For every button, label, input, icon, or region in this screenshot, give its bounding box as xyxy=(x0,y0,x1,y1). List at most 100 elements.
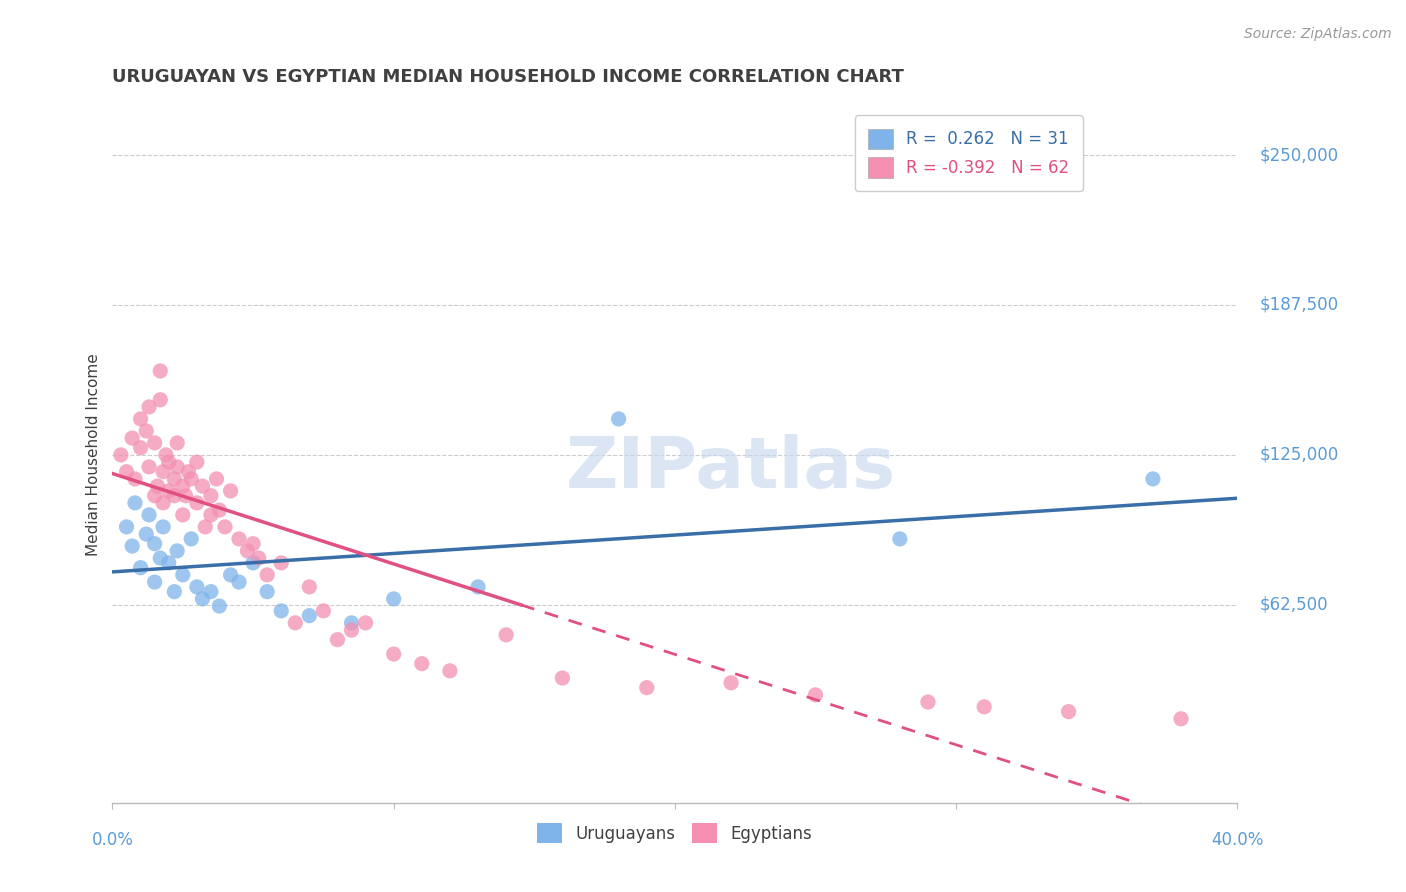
Point xyxy=(121,431,143,445)
Point xyxy=(172,508,194,522)
Point xyxy=(889,532,911,546)
Point xyxy=(155,448,177,462)
Point xyxy=(326,632,349,647)
Point xyxy=(219,567,242,582)
Point xyxy=(163,489,186,503)
Point xyxy=(256,584,278,599)
Point xyxy=(256,567,278,582)
Point xyxy=(135,424,157,438)
Point xyxy=(138,459,160,474)
Point xyxy=(138,508,160,522)
Text: $62,500: $62,500 xyxy=(1260,596,1329,614)
Point xyxy=(270,556,292,570)
Point xyxy=(208,503,231,517)
Point xyxy=(157,483,180,498)
Point xyxy=(135,527,157,541)
Point xyxy=(143,436,166,450)
Point xyxy=(284,615,307,630)
Point xyxy=(236,544,259,558)
Point xyxy=(495,628,517,642)
Point xyxy=(439,664,461,678)
Point xyxy=(115,465,138,479)
Point xyxy=(607,412,630,426)
Point xyxy=(110,448,132,462)
Point xyxy=(636,681,658,695)
Point xyxy=(166,459,188,474)
Point xyxy=(157,556,180,570)
Point xyxy=(200,508,222,522)
Point xyxy=(180,472,202,486)
Point xyxy=(163,584,186,599)
Point xyxy=(1057,705,1080,719)
Point xyxy=(228,575,250,590)
Point xyxy=(152,520,174,534)
Point xyxy=(177,465,200,479)
Point xyxy=(129,412,152,426)
Point xyxy=(340,615,363,630)
Point xyxy=(720,676,742,690)
Text: $125,000: $125,000 xyxy=(1260,446,1339,464)
Point xyxy=(205,472,228,486)
Point xyxy=(219,483,242,498)
Text: $250,000: $250,000 xyxy=(1260,146,1339,164)
Point xyxy=(298,580,321,594)
Point xyxy=(298,608,321,623)
Point xyxy=(194,520,217,534)
Point xyxy=(340,623,363,637)
Point xyxy=(312,604,335,618)
Point xyxy=(1142,472,1164,486)
Point xyxy=(467,580,489,594)
Point xyxy=(124,472,146,486)
Point xyxy=(152,465,174,479)
Point xyxy=(1170,712,1192,726)
Point xyxy=(551,671,574,685)
Point xyxy=(191,479,214,493)
Point xyxy=(143,489,166,503)
Point xyxy=(166,436,188,450)
Point xyxy=(242,537,264,551)
Point xyxy=(172,479,194,493)
Point xyxy=(186,455,208,469)
Point xyxy=(121,539,143,553)
Point xyxy=(214,520,236,534)
Point xyxy=(115,520,138,534)
Point xyxy=(149,364,172,378)
Point xyxy=(354,615,377,630)
Point xyxy=(157,455,180,469)
Text: URUGUAYAN VS EGYPTIAN MEDIAN HOUSEHOLD INCOME CORRELATION CHART: URUGUAYAN VS EGYPTIAN MEDIAN HOUSEHOLD I… xyxy=(112,68,904,86)
Point xyxy=(129,560,152,574)
Point xyxy=(973,699,995,714)
Point xyxy=(174,489,197,503)
Point xyxy=(186,496,208,510)
Point xyxy=(247,551,270,566)
Point xyxy=(172,567,194,582)
Text: Source: ZipAtlas.com: Source: ZipAtlas.com xyxy=(1244,27,1392,41)
Point xyxy=(382,647,405,661)
Point xyxy=(411,657,433,671)
Point xyxy=(166,544,188,558)
Point xyxy=(270,604,292,618)
Point xyxy=(242,556,264,570)
Point xyxy=(200,584,222,599)
Point xyxy=(129,441,152,455)
Point xyxy=(228,532,250,546)
Point xyxy=(804,688,827,702)
Point xyxy=(146,479,169,493)
Point xyxy=(200,489,222,503)
Text: $187,500: $187,500 xyxy=(1260,296,1339,314)
Text: ZIPatlas: ZIPatlas xyxy=(567,434,896,503)
Point xyxy=(152,496,174,510)
Point xyxy=(163,472,186,486)
Point xyxy=(149,551,172,566)
Point xyxy=(917,695,939,709)
Point xyxy=(191,591,214,606)
Point xyxy=(138,400,160,414)
Point xyxy=(143,575,166,590)
Point xyxy=(208,599,231,613)
Text: 40.0%: 40.0% xyxy=(1211,830,1264,848)
Point xyxy=(149,392,172,407)
Y-axis label: Median Household Income: Median Household Income xyxy=(86,353,101,557)
Point xyxy=(143,537,166,551)
Point xyxy=(124,496,146,510)
Text: 0.0%: 0.0% xyxy=(91,830,134,848)
